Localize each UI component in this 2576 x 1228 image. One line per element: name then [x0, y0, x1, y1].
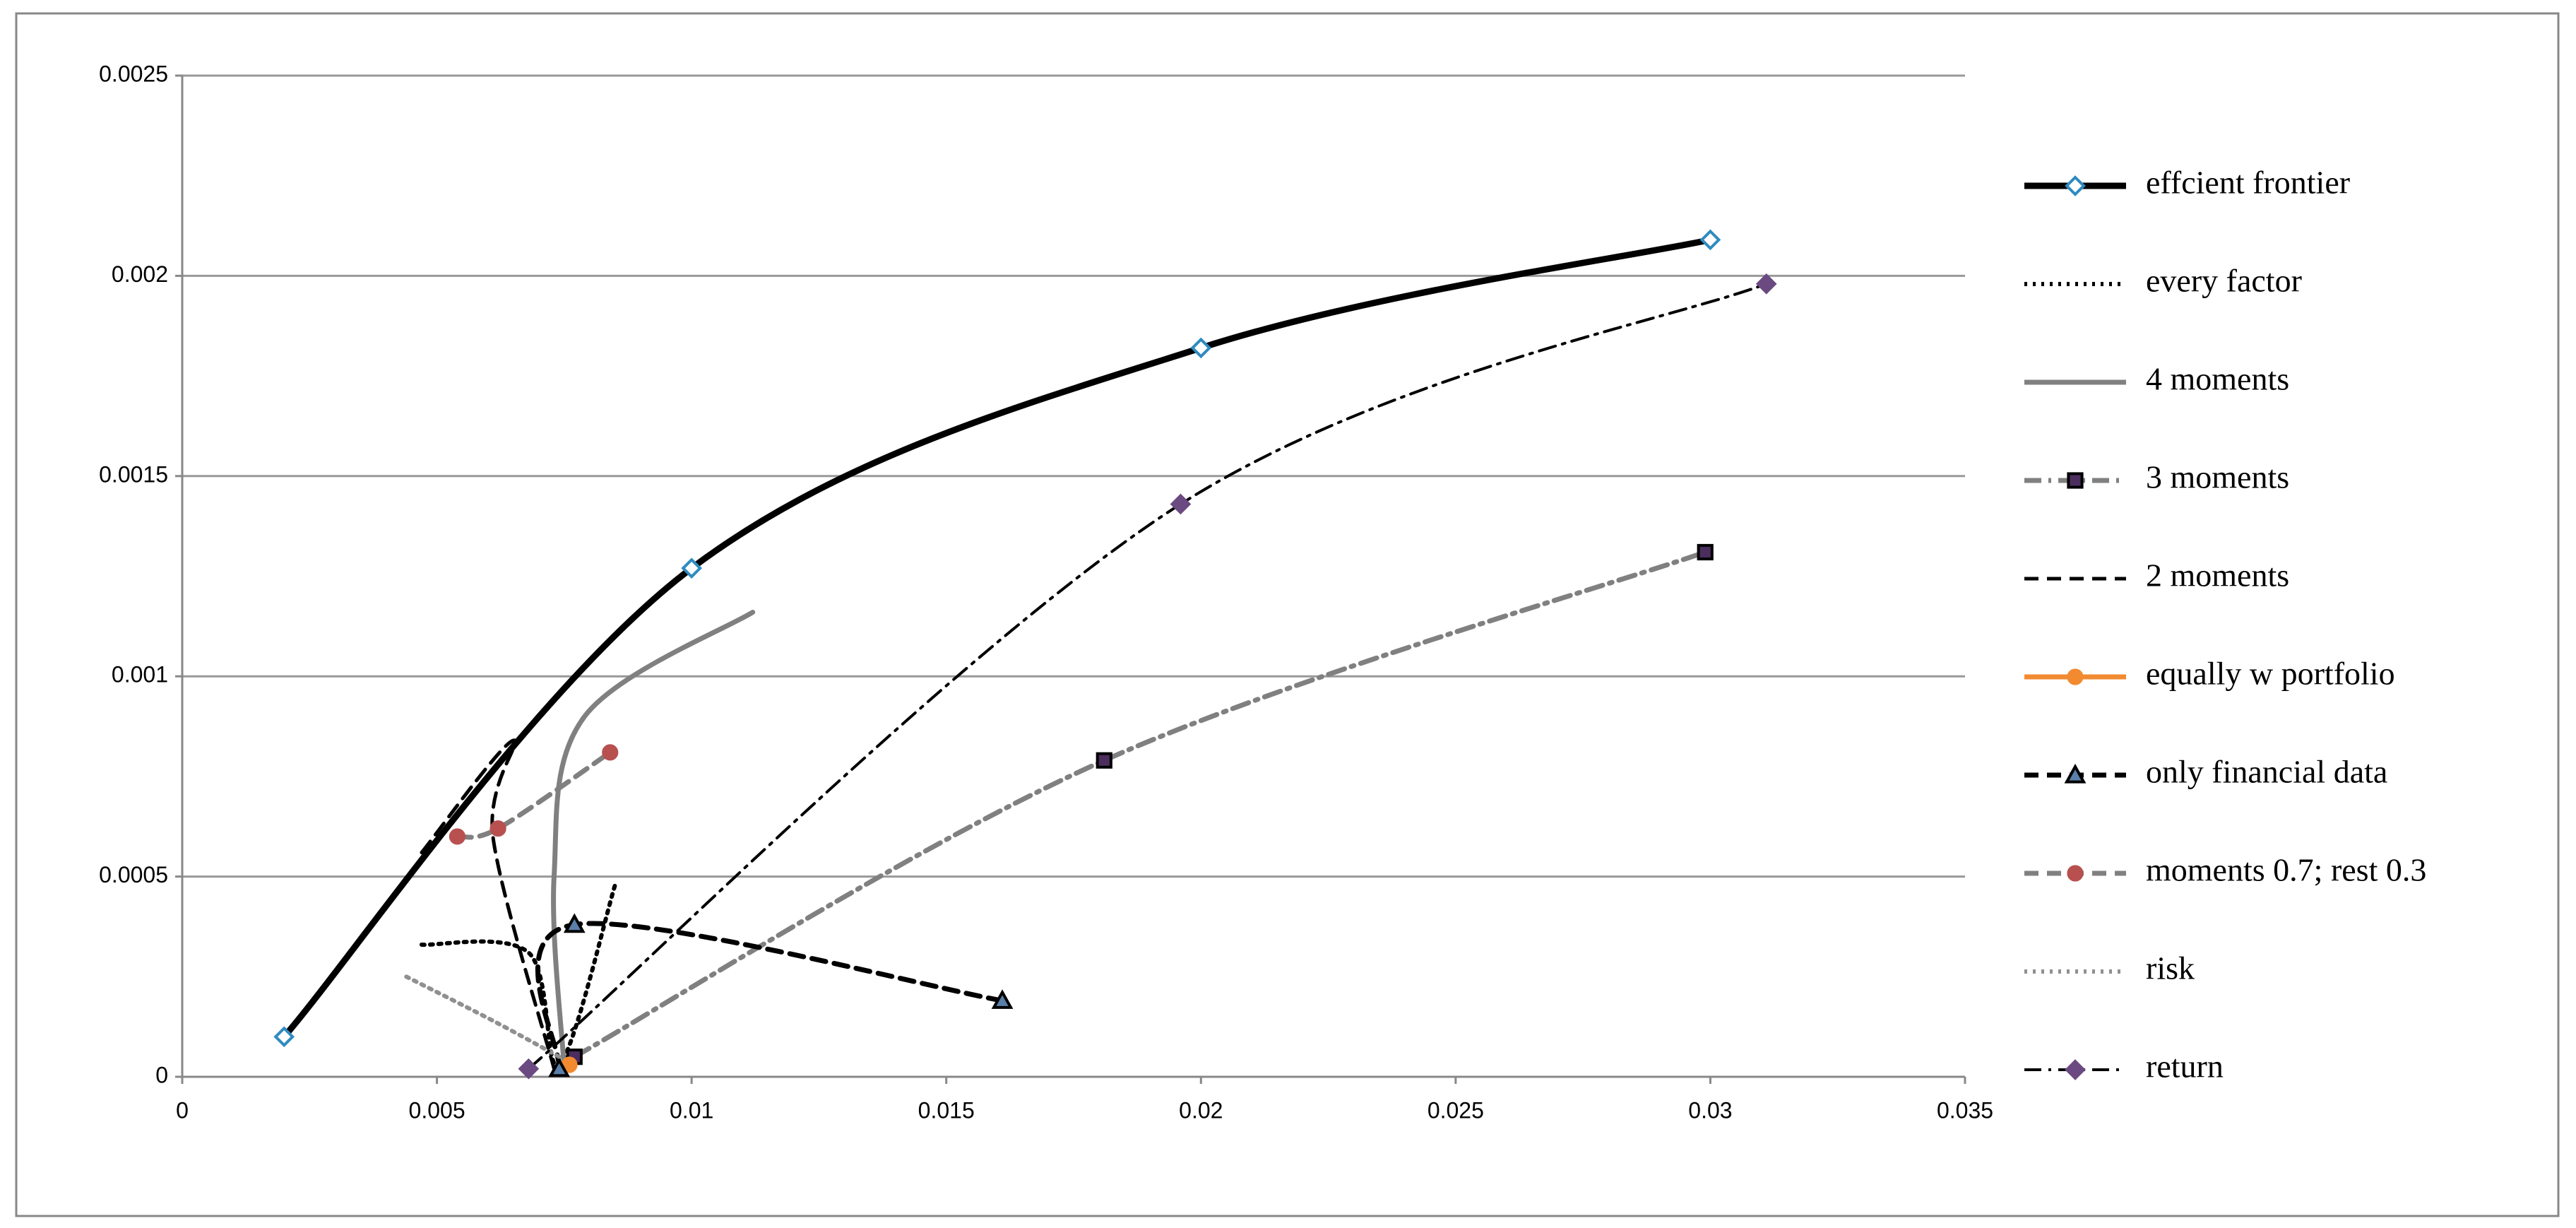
- series-line: [571, 549, 1708, 1060]
- series-line: [420, 738, 556, 1071]
- x-tick-label: 0.02: [1179, 1097, 1223, 1123]
- x-tick-label: 0: [176, 1097, 189, 1123]
- legend-marker: [2064, 763, 2087, 784]
- x-tick-label: 0.005: [409, 1097, 465, 1123]
- marker: [489, 820, 506, 837]
- legend-label: every factor: [2146, 263, 2302, 299]
- legend-label: 2 moments: [2146, 557, 2289, 594]
- series-line: [419, 882, 617, 1068]
- legend-label: equally w portfolio: [2146, 656, 2395, 692]
- y-tick-label: 0.001: [112, 662, 168, 687]
- marker: [681, 557, 702, 579]
- y-tick-label: 0.0005: [99, 862, 168, 887]
- y-tick-label: 0: [155, 1062, 168, 1087]
- marker: [548, 1057, 571, 1078]
- y-tick-label: 0.0015: [99, 461, 168, 487]
- series-line: [404, 974, 562, 1059]
- marker: [273, 1026, 295, 1048]
- marker: [1096, 752, 1112, 769]
- series-line: [454, 750, 613, 840]
- legend-marker: [2065, 1059, 2086, 1080]
- marker: [1190, 337, 1212, 359]
- legend-marker: [2067, 472, 2084, 489]
- legend-label: only financial data: [2146, 754, 2387, 790]
- marker: [563, 913, 586, 933]
- series-line: [280, 236, 1714, 1040]
- marker: [602, 744, 619, 761]
- marker: [1699, 229, 1721, 251]
- marker: [1755, 273, 1777, 295]
- x-tick-label: 0.015: [918, 1097, 975, 1123]
- legend-marker: [2065, 175, 2086, 196]
- marker: [449, 828, 466, 845]
- x-tick-label: 0.025: [1428, 1097, 1484, 1123]
- x-tick-label: 0.03: [1688, 1097, 1732, 1123]
- marker: [518, 1058, 540, 1080]
- x-tick-label: 0.01: [670, 1097, 713, 1123]
- legend-marker: [2067, 865, 2084, 882]
- legend-label: return: [2146, 1049, 2224, 1085]
- y-tick-label: 0.0025: [99, 61, 168, 86]
- legend-label: moments 0.7; rest 0.3: [2146, 852, 2426, 888]
- series-line: [535, 921, 1005, 1072]
- legend-marker: [2067, 668, 2084, 685]
- y-tick-label: 0.002: [112, 261, 168, 287]
- chart-border: [15, 12, 2560, 1217]
- x-tick-label: 0.035: [1937, 1097, 1993, 1123]
- legend-label: 4 moments: [2146, 361, 2289, 397]
- marker: [991, 989, 1014, 1009]
- legend-label: risk: [2146, 950, 2195, 986]
- marker: [1170, 493, 1192, 515]
- legend-label: 3 moments: [2146, 459, 2289, 495]
- legend-label: effcient frontier: [2146, 165, 2350, 201]
- series-line: [527, 282, 1768, 1070]
- marker: [1697, 543, 1714, 561]
